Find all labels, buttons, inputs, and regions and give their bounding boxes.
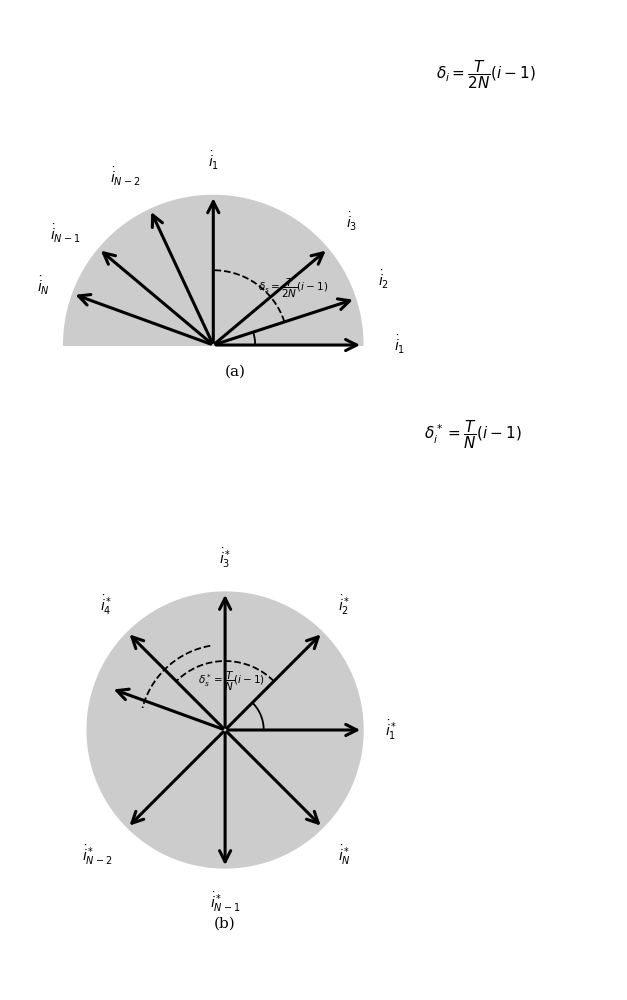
Text: $\dot{i}_{N-2}^*$: $\dot{i}_{N-2}^*$ [82,843,112,867]
Text: $\dot{i}_{N-1}^*$: $\dot{i}_{N-1}^*$ [210,890,240,914]
Text: $\dot{i}_3^*$: $\dot{i}_3^*$ [219,546,231,570]
Text: $\dot{i}_1$: $\dot{i}_1$ [208,149,219,172]
Text: $\dot{i}_N^*$: $\dot{i}_N^*$ [338,843,351,867]
Text: $\dot{i}_2^*$: $\dot{i}_2^*$ [338,593,350,617]
Text: $\delta_s^*=\dfrac{T}{N}(i-1)$: $\delta_s^*=\dfrac{T}{N}(i-1)$ [198,670,265,693]
Text: (a): (a) [225,364,246,378]
Text: $\dot{i}_1^*$: $\dot{i}_1^*$ [385,718,398,742]
Text: (b): (b) [214,916,236,930]
Text: $\delta_s=\dfrac{T}{2N}(i-1)$: $\delta_s=\dfrac{T}{2N}(i-1)$ [258,277,329,300]
Text: $\dot{i}_N$: $\dot{i}_N$ [37,275,50,297]
Text: $\dot{i}_1$: $\dot{i}_1$ [394,334,406,356]
Text: $\delta_i^*=\dfrac{T}{N}(i-1)$: $\delta_i^*=\dfrac{T}{N}(i-1)$ [424,419,522,451]
Polygon shape [64,195,363,345]
Text: $\dot{i}_{N-1}$: $\dot{i}_{N-1}$ [50,222,80,245]
Text: $\dot{i}_3$: $\dot{i}_3$ [346,211,357,233]
Text: $\dot{i}_4^*$: $\dot{i}_4^*$ [100,593,112,617]
Polygon shape [87,592,363,868]
Text: $\delta_i=\dfrac{T}{2N}(i-1)$: $\delta_i=\dfrac{T}{2N}(i-1)$ [436,59,536,91]
Text: $\dot{i}_{N-2}$: $\dot{i}_{N-2}$ [110,166,140,188]
Text: $\dot{i}_2$: $\dot{i}_2$ [378,269,389,291]
